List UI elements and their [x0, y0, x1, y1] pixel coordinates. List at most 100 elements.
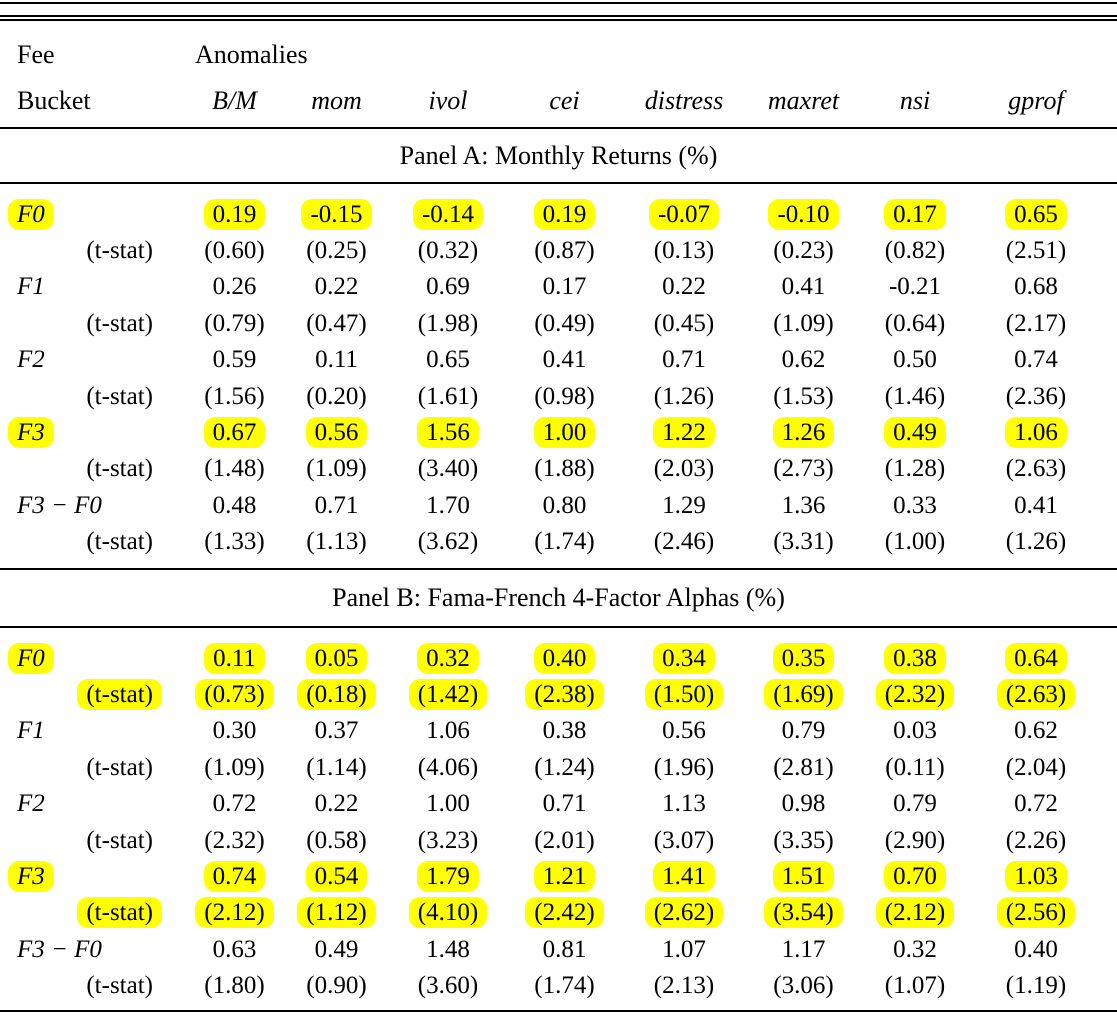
value-text: (3.35) — [773, 826, 834, 854]
table-row: (t-stat) (0.60) (0.25) (0.32) (0.87) (0.13) (0… — [0, 232, 1117, 268]
value-cell: 1.56 — [390, 417, 506, 449]
value-cell: (1.14) — [283, 752, 390, 783]
value-cell: (1.48) — [186, 453, 283, 484]
value-text: 0.56 — [662, 717, 706, 745]
value-text: (2.73) — [773, 455, 834, 483]
value-text: 0.70 — [884, 860, 946, 892]
value-text: (0.87) — [534, 237, 595, 265]
row-label-tstat: (t-stat) — [8, 381, 186, 412]
value-text: 0.41 — [781, 273, 826, 301]
value-cell: (2.12) — [186, 897, 283, 929]
row-label-text: F3 — [8, 860, 54, 892]
value-cell: 1.79 — [390, 860, 506, 892]
row-label-bucket: F0 — [8, 642, 186, 674]
value-cell: 0.17 — [506, 271, 623, 302]
table-row: F3 − F0 0.48 0.71 1.70 0.80 1.29 1.36 0.33 0.41 — [0, 487, 1117, 523]
value-cell: 0.03 — [862, 715, 968, 746]
value-cell: 0.63 — [186, 934, 283, 965]
value-text: (1.56) — [204, 382, 265, 410]
value-cell: 0.79 — [862, 788, 968, 819]
value-text: 0.50 — [893, 346, 937, 374]
value-cell: 0.67 — [186, 417, 283, 449]
value-cell: 0.64 — [968, 642, 1104, 674]
column-header-ivol: ivol — [390, 85, 506, 117]
row-label-bucket: F3 − F0 — [8, 490, 186, 521]
value-cell: (1.00) — [862, 526, 968, 557]
value-text: -0.14 — [412, 198, 484, 230]
row-label-text: (t-stat) — [86, 826, 153, 854]
value-cell: (1.13) — [283, 526, 390, 557]
value-text: (0.49) — [534, 309, 595, 337]
bucket-label-text: Bucket — [17, 85, 91, 115]
value-text: (1.09) — [306, 455, 367, 483]
value-cell: (1.19) — [968, 970, 1104, 1001]
value-cell: 0.69 — [390, 271, 506, 302]
value-text: (3.40) — [417, 455, 479, 483]
row-label-text: (t-stat) — [86, 309, 153, 337]
value-cell: (0.45) — [623, 308, 745, 339]
value-cell: 1.36 — [745, 490, 862, 521]
value-text: 0.54 — [305, 860, 368, 892]
anomalies-group-label-text: Anomalies — [195, 39, 308, 69]
panel-b-title-text: Panel B: Fama-French 4-Factor Alphas (%) — [332, 582, 785, 612]
value-cell: 0.70 — [862, 860, 968, 892]
row-label-text: F1 — [17, 717, 45, 745]
value-text: (2.17) — [1005, 309, 1067, 337]
value-text: 0.35 — [772, 642, 835, 674]
value-cell: (0.58) — [283, 825, 390, 856]
value-cell: 1.21 — [506, 860, 623, 892]
value-text: 0.67 — [203, 417, 266, 449]
value-cell: (0.82) — [862, 235, 968, 266]
value-text: (1.12) — [297, 897, 376, 929]
value-text: (1.07) — [884, 972, 946, 1000]
value-cell: 1.00 — [506, 417, 623, 449]
row-label-tstat: (t-stat) — [8, 678, 186, 710]
value-cell: (1.24) — [506, 752, 623, 783]
value-text: 1.56 — [417, 417, 479, 449]
bucket-label: Bucket — [8, 85, 186, 117]
value-text: 0.74 — [203, 860, 266, 892]
value-text: (2.01) — [534, 826, 595, 854]
column-header-gprof: gprof — [968, 85, 1104, 117]
value-cell: 0.50 — [862, 344, 968, 375]
value-cell: 0.22 — [283, 271, 390, 302]
panel-b-top-rule — [0, 625, 1117, 628]
value-cell: 1.03 — [968, 860, 1104, 892]
value-text: 0.11 — [204, 642, 265, 674]
value-text: 1.07 — [662, 935, 706, 963]
value-text: 1.51 — [772, 860, 835, 892]
value-cell: 0.80 — [506, 490, 623, 521]
value-text: 0.11 — [315, 346, 358, 374]
value-cell: 0.22 — [283, 788, 390, 819]
value-text: (1.98) — [417, 309, 479, 337]
value-cell: 0.71 — [283, 490, 390, 521]
value-text: 0.05 — [305, 642, 368, 674]
value-text: 0.71 — [542, 790, 587, 818]
row-label-text: (t-stat) — [86, 382, 153, 410]
value-text: (1.50) — [644, 678, 724, 710]
row-label-text: (t-stat) — [86, 455, 153, 483]
value-text: 0.71 — [314, 491, 359, 519]
value-text: (1.42) — [408, 678, 488, 710]
value-text: 0.64 — [1005, 642, 1067, 674]
value-cell: (1.80) — [186, 970, 283, 1001]
column-header-text: cei — [549, 85, 580, 115]
value-text: 1.06 — [426, 717, 470, 745]
value-text: 0.79 — [781, 717, 826, 745]
value-cell: (1.09) — [186, 752, 283, 783]
value-text: (2.36) — [1005, 382, 1067, 410]
value-cell: (0.23) — [745, 235, 862, 266]
value-cell: -0.21 — [862, 271, 968, 302]
value-cell: 0.38 — [862, 642, 968, 674]
value-text: (1.80) — [204, 972, 265, 1000]
value-text: 0.26 — [212, 273, 257, 301]
table-row: F2 0.59 0.11 0.65 0.41 0.71 0.62 0.50 0.74 — [0, 342, 1117, 378]
table-row: (t-stat) (1.09) (1.14) (4.06) (1.24) (1.96) (2… — [0, 749, 1117, 785]
value-text: 1.29 — [662, 491, 706, 519]
row-label-tstat: (t-stat) — [8, 825, 186, 856]
value-text: (3.31) — [773, 528, 834, 556]
value-text: 0.81 — [542, 935, 587, 963]
value-text: 0.22 — [314, 790, 359, 818]
value-cell: (0.11) — [862, 752, 968, 783]
value-text: 0.80 — [542, 491, 587, 519]
